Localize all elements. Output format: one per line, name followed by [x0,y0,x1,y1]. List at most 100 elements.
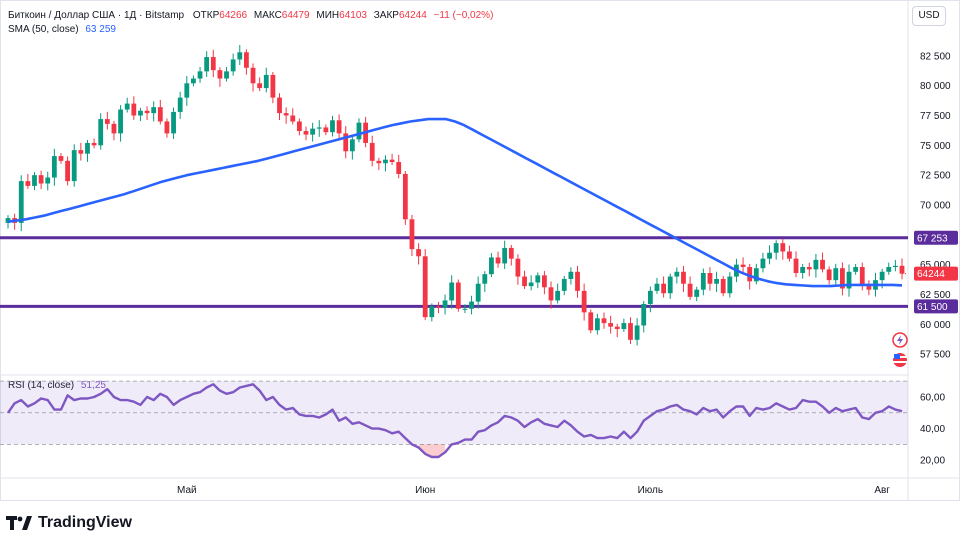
candle-body [833,268,839,281]
candle-body [899,265,905,274]
high-label: МАКС [253,10,282,21]
candle-body [661,283,666,294]
us-flag-icon [893,353,907,367]
candle-body [45,177,51,184]
candle-body [257,83,263,89]
change-value: −11 (−0,02%) [433,10,494,21]
candle-body [224,71,229,79]
level-price-label: 67 253 [917,233,948,244]
candle-body [555,290,561,301]
candle-body [277,97,282,114]
candle-body [263,74,269,89]
candle-body [840,268,845,289]
candle-body [773,243,779,253]
candle-body [495,257,501,264]
candle-body [694,289,700,297]
candle-body [455,282,461,309]
candle-body [336,120,342,134]
lightning-icon [892,332,908,348]
price-tick-label: 80 000 [920,81,951,92]
candle-body [535,275,541,283]
candle-body [654,283,660,291]
candle-body [614,326,620,330]
candle-body [641,304,647,326]
candle-body [813,259,819,270]
candle-body [469,301,474,309]
candle-body [475,283,481,302]
price-tick-label: 77 500 [920,111,951,122]
candle-body [111,123,117,134]
candle-body [303,131,309,135]
price-tick-label: 70 000 [920,200,951,211]
brand-name: TradingView [38,514,132,531]
candle-body [879,271,885,281]
rsi-tick-label: 20,00 [920,456,945,467]
candle-body [853,267,859,272]
low-value: 64103 [339,10,367,21]
level-price-badge [914,299,958,314]
candle-body [71,150,77,182]
currency-button[interactable]: USD [912,6,946,26]
price-tick-label: 57 500 [920,350,951,361]
candle-body [78,150,84,154]
last-price-badge [914,266,958,281]
close-value: 64244 [398,10,427,21]
candle-body [859,267,865,287]
sma-legend[interactable]: SMA (50, close) 63 259 [8,24,116,35]
candle-body [601,318,607,324]
candle-body [588,312,594,331]
candle-body [383,159,388,164]
candle-body [32,175,37,186]
candle-body [85,142,90,154]
rsi-label: RSI (14, close) [8,380,75,391]
candle-body [575,271,580,291]
candle-body [18,181,24,223]
price-tick-label: 72 500 [920,171,951,182]
chart-legend-main[interactable]: Биткоин / Доллар США · 1Д · Bitstamp ОТК… [8,10,493,21]
time-tick-label: Июн [415,485,435,496]
symbol-title[interactable]: Биткоин / Доллар США · 1Д · Bitstamp [8,10,185,21]
candle-body [581,290,587,313]
candle-body [542,275,547,288]
candle-body [634,325,640,340]
candle-body [806,267,812,270]
candle-body [98,119,104,146]
candle-body [290,115,296,122]
candle-body [58,156,64,161]
candle-body [594,318,600,331]
candle-body [787,251,792,259]
candle-body [846,271,852,289]
candle-body [442,300,448,308]
candle-body [118,109,123,134]
candle-body [502,247,508,264]
candle-body [528,282,534,287]
tradingview-logo-icon [6,516,32,530]
candle-body [323,127,329,133]
price-tick-label: 60 000 [920,320,951,331]
level-price-badge [914,230,958,245]
candle-body [820,259,825,270]
price-tick-label: 82 500 [920,51,951,62]
rsi-tick-label: 40,00 [920,424,945,435]
candle-body [38,175,44,184]
candle-body [449,282,455,301]
high-value: 64479 [281,10,310,21]
rsi-legend[interactable]: RSI (14, close) 51,25 [8,380,106,391]
candle-body [164,121,170,134]
candle-body [230,59,236,72]
rsi-tick-label: 60,00 [920,392,945,403]
last-price-label: 64244 [917,269,945,280]
candle-body [515,258,521,277]
candle-body [647,290,653,304]
sma-value: 63 259 [85,24,116,35]
tradingview-brand[interactable]: TradingView [6,514,132,532]
candles [5,45,905,346]
candle-body [104,119,110,124]
candle-body [124,103,130,110]
candle-body [674,271,680,277]
candle-body [197,71,203,79]
candle-body [800,267,806,273]
rsi-value: 51,25 [80,380,106,391]
price-tick-label: 62 500 [920,290,951,301]
